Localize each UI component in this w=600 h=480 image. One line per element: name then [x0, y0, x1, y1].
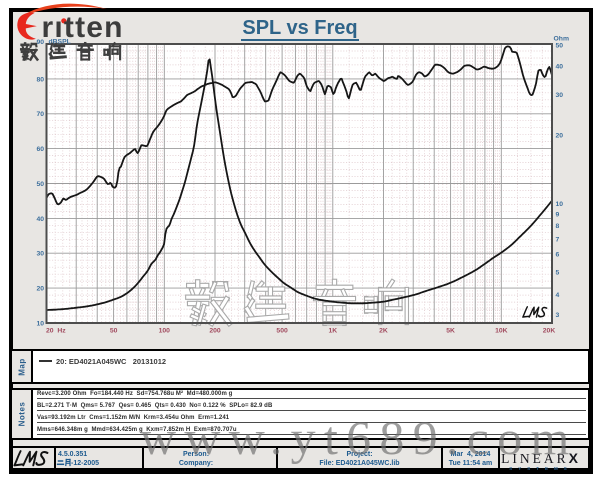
svg-text:70: 70 [36, 111, 44, 118]
svg-text:Ohm: Ohm [554, 36, 569, 43]
svg-text:5K: 5K [446, 328, 455, 335]
svg-text:9: 9 [556, 212, 560, 219]
svg-text:1K: 1K [328, 328, 337, 335]
svg-text:2K: 2K [379, 328, 388, 335]
svg-text:20: 20 [556, 132, 564, 139]
svg-text:30: 30 [556, 92, 564, 99]
svg-text:10: 10 [556, 201, 564, 208]
svg-text:90: 90 [36, 39, 44, 46]
svg-text:100: 100 [159, 328, 171, 335]
svg-text:20K: 20K [543, 328, 556, 335]
svg-text:10: 10 [36, 320, 44, 327]
svg-text:4: 4 [556, 292, 560, 299]
svg-text:30: 30 [36, 251, 44, 258]
svg-text:60: 60 [36, 146, 44, 153]
svg-text:50: 50 [556, 42, 564, 49]
svg-text:3: 3 [556, 312, 560, 319]
svg-text:7: 7 [556, 236, 560, 243]
svg-text:5: 5 [556, 270, 560, 277]
svg-text:8: 8 [556, 223, 560, 230]
svg-text:20 Hz: 20 Hz [46, 328, 66, 335]
svg-text:20: 20 [36, 286, 44, 293]
svg-text:40: 40 [36, 216, 44, 223]
svg-text:40: 40 [556, 64, 564, 71]
svg-text:dBSPL: dBSPL [49, 39, 71, 46]
svg-text:50: 50 [110, 328, 118, 335]
svg-text:10K: 10K [495, 328, 508, 335]
svg-text:500: 500 [276, 328, 288, 335]
svg-text:80: 80 [36, 76, 44, 83]
svg-text:6: 6 [556, 252, 560, 259]
svg-text:200: 200 [209, 328, 221, 335]
svg-text:50: 50 [36, 181, 44, 188]
